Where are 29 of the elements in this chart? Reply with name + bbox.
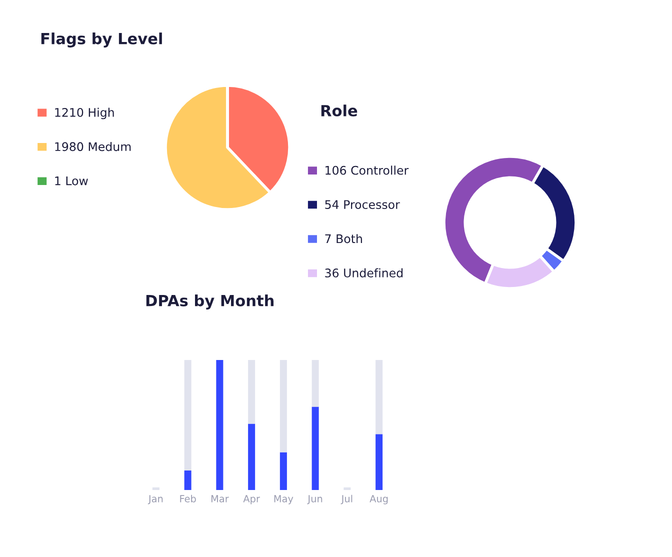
bar — [248, 424, 256, 490]
legend-label: 54 Processor — [325, 200, 400, 209]
legend-label: 7 Both — [325, 234, 362, 244]
x-tick-label: Mar — [211, 495, 229, 502]
legend-label: 106 Controller — [326, 166, 409, 175]
bar — [376, 434, 383, 490]
bar — [280, 360, 287, 452]
x-tick-label: Jul — [340, 494, 352, 504]
chart-title: Role — [321, 104, 358, 116]
chart-title: DPAs by Month — [146, 294, 274, 310]
legend-label: 36 Undefined — [325, 268, 403, 278]
bar — [312, 360, 319, 407]
bar — [376, 360, 383, 434]
x-tick-label: Feb — [180, 494, 196, 502]
bar — [248, 360, 256, 424]
x-tick-label: Jun — [307, 495, 322, 504]
chart-title: Flags by Level — [41, 32, 162, 48]
x-tick-label: Aug — [370, 495, 388, 504]
bar — [216, 360, 224, 490]
x-tick-label: May — [274, 495, 294, 504]
legend-label: 1980 Medum — [55, 142, 131, 152]
bar — [184, 360, 192, 470]
x-tick-label: Jan — [148, 495, 163, 504]
legend-label: 1 Low — [55, 176, 88, 186]
legend-label: 1210 High — [55, 108, 114, 120]
bar — [312, 406, 319, 490]
bar — [280, 452, 287, 490]
bar — [184, 470, 192, 490]
x-tick-label: Apr — [243, 495, 260, 504]
